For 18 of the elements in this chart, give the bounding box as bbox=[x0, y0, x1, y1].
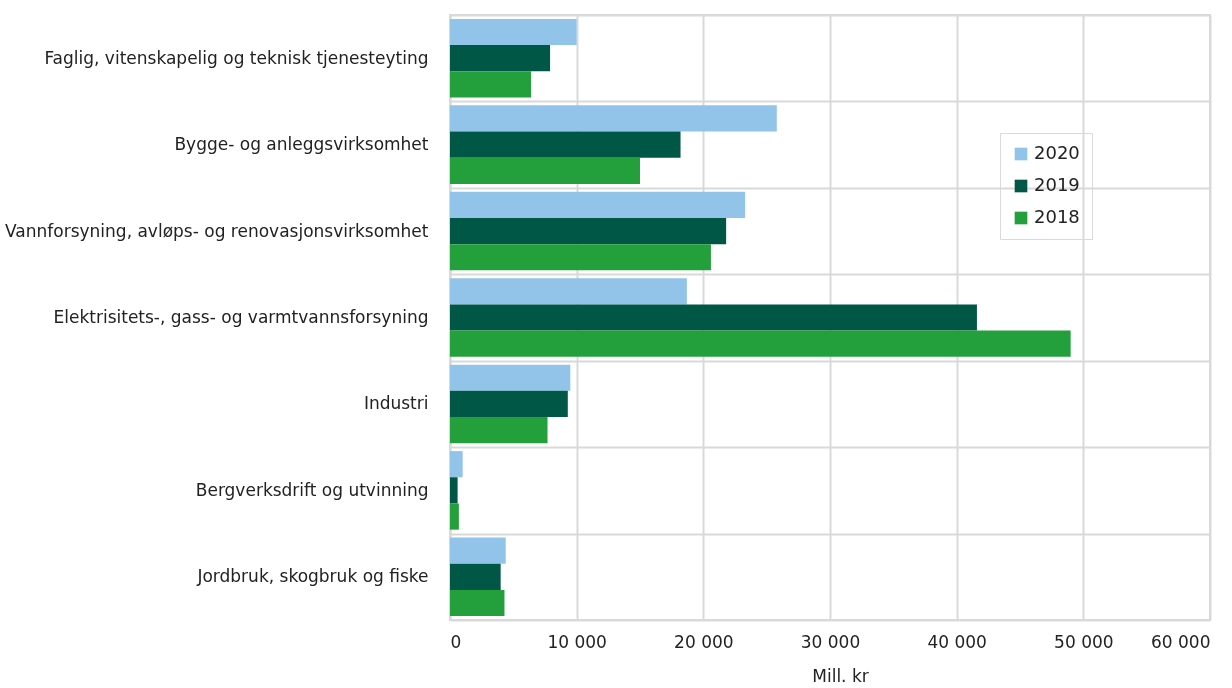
legend-label: 2018 bbox=[1034, 206, 1080, 227]
legend-label: 2020 bbox=[1034, 142, 1080, 163]
legend-label: 2019 bbox=[1034, 174, 1080, 195]
x-axis-title: Mill. kr bbox=[812, 665, 869, 686]
y-tick-label: Faglig, vitenskapelig og teknisk tjenesteyting bbox=[44, 47, 429, 68]
x-tick-label: 20 000 bbox=[674, 631, 734, 652]
y-tick-label: Industri bbox=[363, 393, 429, 414]
x-tick-label: 40 000 bbox=[927, 631, 987, 652]
x-tick-label: 30 000 bbox=[800, 631, 861, 652]
x-tick-label: 60 000 bbox=[1151, 631, 1211, 652]
y-tick-label: Vannforsyning, avløps- og renovasjonsvirksomhet bbox=[5, 220, 429, 241]
x-tick-label: 10 000 bbox=[547, 631, 607, 652]
y-tick-label: Bergverksdrift og utvinning bbox=[195, 479, 429, 500]
y-tick-label: Jordbruk, skogbruk og fiske bbox=[196, 566, 429, 587]
y-tick-label: Bygge- og anleggsvirksomhet bbox=[174, 134, 429, 155]
x-tick-label: 50 000 bbox=[1054, 631, 1114, 652]
x-tick-label: 0 bbox=[450, 631, 462, 652]
y-tick-label: Elektrisitets-, gass- og varmtvannsforsyning bbox=[53, 307, 429, 327]
